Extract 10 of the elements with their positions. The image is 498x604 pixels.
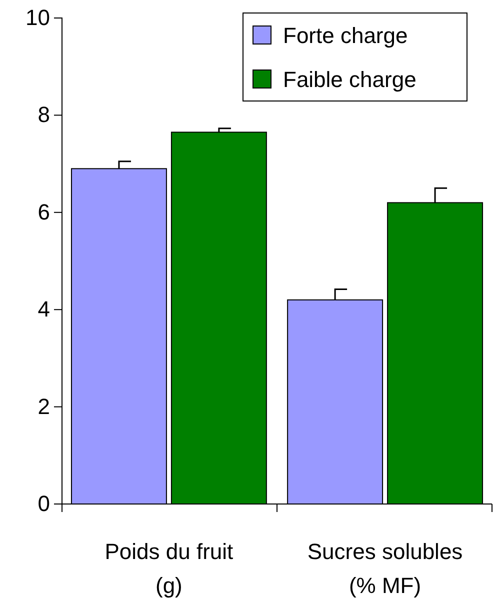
legend-label: Forte charge [283, 23, 408, 48]
x-tick-label: Sucres solubles (% MF) [307, 539, 463, 598]
x-tick-label: Poids du fruit (g) [104, 539, 234, 598]
y-tick-label: 0 [38, 491, 50, 516]
y-tick-label: 2 [38, 394, 50, 419]
y-tick-label: 6 [38, 199, 50, 224]
y-tick-label: 8 [38, 102, 50, 128]
legend-label: Faible charge [283, 67, 416, 92]
y-tick-label: 4 [38, 296, 50, 322]
y-tick-label: 10 [26, 5, 50, 30]
